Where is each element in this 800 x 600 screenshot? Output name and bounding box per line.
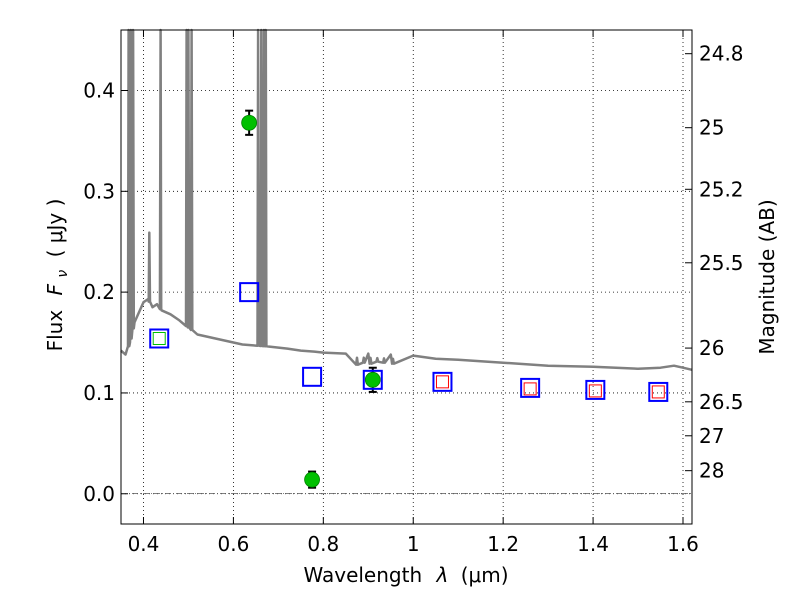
- magnitude-tick-label: 26.5: [699, 390, 744, 414]
- model-flux-square-inner: [523, 382, 537, 396]
- x-tick-label: 0.8: [307, 532, 339, 556]
- x-tick-label: 0.4: [128, 532, 160, 556]
- axes-frame: [120, 29, 693, 525]
- model-flux-square: [585, 379, 606, 400]
- model-flux-square-inner: [651, 385, 665, 399]
- y-axis-title-symbol: F: [43, 283, 67, 295]
- model-flux-square-alt: [152, 331, 166, 345]
- model-flux-square: [362, 369, 383, 390]
- plot-area: [120, 28, 693, 525]
- model-flux-square: [239, 282, 260, 303]
- magnitude-tick-label: 25: [699, 116, 724, 140]
- x-tick-label: 1: [407, 532, 420, 556]
- y-tick-label: 0.2: [83, 280, 115, 304]
- magnitude-tick-label: 25.2: [699, 177, 744, 201]
- model-flux-square: [520, 377, 541, 398]
- y-tick-label: 0.4: [83, 78, 115, 102]
- observed-flux-point: [364, 371, 381, 388]
- x-axis: 0.4 0.6 0.8 1 1.2 1.4 1.6: [128, 30, 699, 556]
- y-tick-label: 0.0: [83, 482, 115, 506]
- model-spectrum: [120, 28, 693, 372]
- model-flux-square-inner: [588, 384, 602, 398]
- magnitude-axis-title: Magnitude (AB): [755, 199, 779, 354]
- model-flux-square: [432, 371, 453, 392]
- magnitude-tick-label: 27: [699, 424, 724, 448]
- spectrum-line: [120, 28, 693, 372]
- x-axis-title: Wavelength λ (μm): [303, 563, 508, 587]
- y-axis-title-text: Flux: [43, 310, 67, 352]
- x-tick-label: 1.4: [577, 532, 609, 556]
- x-tick-label: 0.6: [217, 532, 249, 556]
- y-axis-title-subscript: ν: [55, 270, 71, 278]
- model-flux-square: [648, 381, 669, 402]
- model-flux-square: [149, 328, 170, 349]
- y-axis-title: Flux F ν ( μJy ): [43, 199, 72, 352]
- photometry-points: [149, 109, 669, 489]
- x-axis-title-unit: (μm): [461, 563, 509, 587]
- x-tick-label: 1.2: [487, 532, 519, 556]
- model-flux-square-inner: [435, 375, 449, 389]
- y-tick-label: 0.3: [83, 179, 115, 203]
- magnitude-tick-label: 26: [699, 336, 724, 360]
- y-axis: 0.0 0.1 0.2 0.3 0.4: [83, 78, 128, 506]
- observed-flux-point: [241, 114, 258, 131]
- x-tick-label: 1.6: [667, 532, 699, 556]
- magnitude-tick-label: 24.8: [699, 42, 744, 66]
- y-axis-title-unit: ( μJy ): [43, 199, 67, 258]
- grid-lines: [121, 30, 692, 524]
- y-tick-label: 0.1: [83, 381, 115, 405]
- model-flux-square: [302, 366, 323, 387]
- magnitude-tick-label: 28: [699, 459, 724, 483]
- x-axis-title-text: Wavelength: [303, 563, 422, 587]
- x-axis-title-symbol: λ: [436, 563, 449, 587]
- magnitude-axis: 24.8 25 25.2 25.5 26 26.5 27 28: [685, 42, 744, 483]
- magnitude-tick-label: 25.5: [699, 251, 744, 275]
- observed-flux-point: [304, 471, 320, 488]
